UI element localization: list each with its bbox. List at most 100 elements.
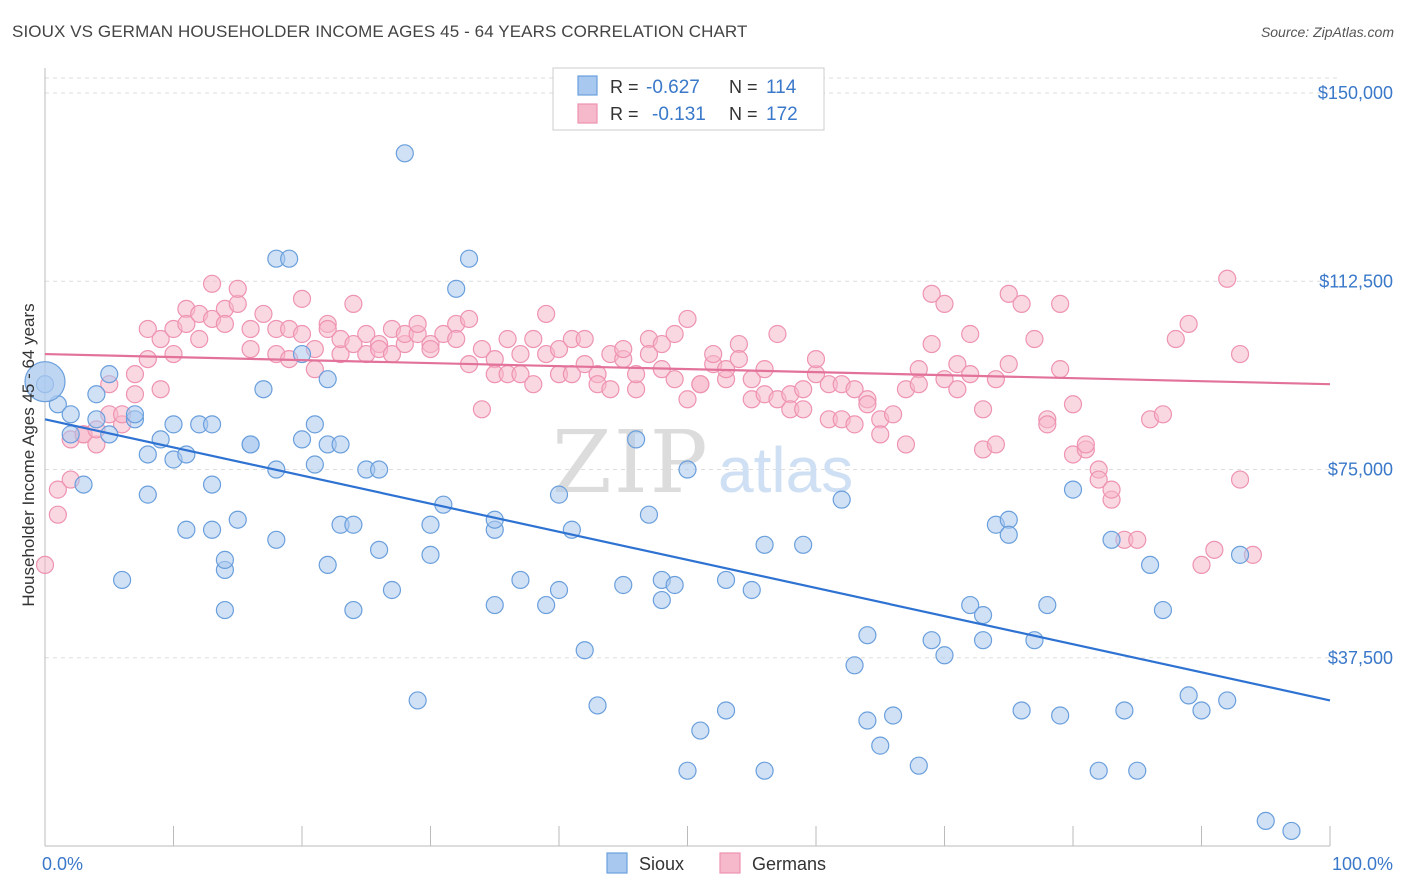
germans-point (883, 405, 903, 424)
chart-title: SIOUX VS GERMAN HOUSEHOLDER INCOME AGES … (12, 22, 748, 41)
x-tick-marks (44, 826, 1331, 846)
germans-point (1038, 415, 1057, 434)
germans-point (1051, 294, 1070, 313)
sioux-point (626, 430, 646, 449)
sioux-point (74, 475, 93, 494)
germans-point (948, 380, 967, 399)
sioux-point (305, 415, 324, 434)
sioux-point (845, 656, 864, 675)
source-label: Source: ZipAtlas.com (1260, 24, 1394, 40)
germans-point (922, 284, 941, 303)
sioux-point (1089, 761, 1108, 780)
germans-point (177, 314, 196, 334)
sioux-point (794, 535, 813, 554)
sioux-point (678, 460, 697, 479)
sioux-point (228, 510, 247, 529)
sioux-point (215, 600, 234, 620)
sioux-point (202, 415, 222, 434)
germans-point (1166, 329, 1185, 349)
sioux-point (292, 344, 312, 364)
sioux-point (961, 595, 980, 615)
sioux-point (1102, 530, 1121, 549)
sioux-point (909, 756, 928, 775)
sioux-point (331, 435, 350, 454)
sioux-point (665, 575, 684, 595)
germans-point (447, 329, 466, 349)
germans-point (999, 355, 1018, 374)
sioux-point (1230, 545, 1250, 564)
germans-point (48, 505, 67, 524)
germans-point (408, 314, 427, 334)
germans-n-label: N = (729, 104, 758, 124)
germans-point (292, 289, 312, 308)
sioux-point (485, 595, 504, 615)
germans-point (228, 279, 247, 298)
sioux-point (305, 455, 324, 474)
sioux-point (1115, 701, 1134, 720)
y-tick-label: $150,000 (1318, 83, 1393, 103)
germans-point (215, 314, 234, 334)
legend-sioux-swatch (606, 852, 628, 874)
germans-point (241, 339, 260, 359)
germans-point (999, 284, 1018, 303)
sioux-point (267, 530, 286, 549)
x-tick-label-min: 0.0% (42, 854, 83, 874)
germans-point (549, 339, 569, 359)
germans-point (665, 370, 684, 389)
sioux-n-value: 114 (766, 77, 797, 98)
germans-point (1153, 405, 1173, 424)
sioux-point (112, 570, 132, 590)
sioux-point (164, 415, 183, 434)
germans-point (48, 480, 67, 499)
sioux-point (1012, 701, 1031, 720)
germans-point (190, 329, 209, 349)
stats-legend-box (552, 67, 825, 131)
sioux-point (755, 761, 774, 780)
germans-point (1179, 314, 1198, 334)
sioux-point (280, 249, 299, 268)
x-tick-label-max: 100.0% (1332, 854, 1393, 874)
germans-point (1089, 470, 1108, 489)
sioux-point (87, 410, 106, 429)
germans-point (1205, 540, 1224, 559)
y-tick-label: $112,500 (1319, 271, 1393, 291)
germans-point (1128, 530, 1147, 549)
germans-point (1230, 470, 1250, 489)
sioux-point (639, 505, 659, 524)
germans-point (794, 400, 813, 419)
sioux-point (614, 575, 633, 595)
sioux-point (1192, 701, 1211, 720)
germans-point (575, 329, 594, 349)
germans-point (794, 380, 813, 399)
sioux-point (858, 711, 877, 730)
sioux-point (395, 144, 414, 163)
sioux-point (883, 706, 903, 725)
germans-trend-line (44, 352, 1331, 386)
sioux-point (1282, 821, 1301, 841)
sioux-point (1218, 691, 1237, 710)
sioux-point (344, 600, 363, 620)
sioux-point (421, 545, 440, 564)
germans-point (614, 339, 633, 359)
germans-point (973, 400, 993, 419)
germans-point (318, 319, 337, 339)
germans-point (986, 370, 1006, 389)
sioux-point (125, 405, 145, 424)
germans-point (1192, 555, 1211, 575)
sioux-point (511, 570, 530, 590)
germans-point (1051, 360, 1070, 379)
germans-point (691, 375, 710, 394)
germans-point (35, 555, 55, 575)
germans-point (909, 375, 928, 394)
sioux-point (344, 515, 363, 534)
sioux-point (100, 365, 119, 384)
germans-point (151, 329, 170, 349)
germans-point (986, 435, 1006, 454)
germans-point (1076, 435, 1095, 454)
sioux-point (370, 460, 389, 479)
sioux-point (549, 485, 569, 504)
germans-point (626, 365, 646, 384)
germans-point (755, 360, 774, 379)
sioux-point (215, 550, 234, 569)
germans-point (1063, 395, 1083, 414)
